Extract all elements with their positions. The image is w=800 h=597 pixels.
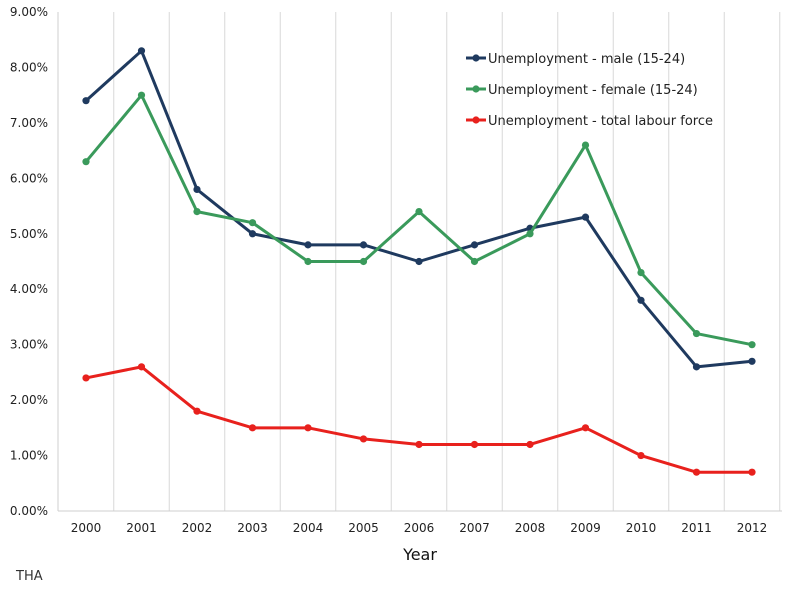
series-2 <box>82 91 756 349</box>
data-point <box>82 158 90 166</box>
data-point <box>359 257 368 266</box>
data-point <box>470 241 479 249</box>
country-code: THA <box>15 569 43 584</box>
data-point <box>82 97 90 105</box>
y-tick-label: 5.00% <box>10 227 48 241</box>
data-point <box>581 213 590 221</box>
data-point <box>526 440 534 449</box>
data-point <box>415 208 423 216</box>
legend-label: Unemployment - total labour force <box>488 114 713 129</box>
y-tick-label: 6.00% <box>10 171 48 185</box>
x-tick-label: 2011 <box>681 521 712 535</box>
y-tick-label: 1.00% <box>10 449 48 463</box>
x-tick-labels: 2000 2001 2002 2003 2004 2005 2006 2007 2008 2009… <box>71 521 768 535</box>
x-tick-label: 2006 <box>404 521 435 535</box>
x-tick-label: 2005 <box>348 521 379 535</box>
data-point <box>581 141 590 149</box>
data-point <box>581 424 590 432</box>
data-point <box>82 374 90 382</box>
series-line <box>84 93 754 347</box>
x-tick-label: 2010 <box>626 521 657 535</box>
data-point <box>526 230 534 238</box>
y-tick-label: 4.00% <box>10 282 48 296</box>
x-tick-label: 2000 <box>71 521 102 535</box>
legend-marker <box>472 116 480 124</box>
legend-item: Unemployment - female (15-24) <box>466 83 698 98</box>
data-point <box>470 257 479 266</box>
y-tick-label: 8.00% <box>10 60 48 74</box>
y-tick-label: 7.00% <box>10 116 48 130</box>
data-point <box>637 268 645 277</box>
y-tick-label: 3.00% <box>10 338 48 352</box>
data-point <box>692 363 701 371</box>
legend-marker <box>472 54 480 62</box>
data-point <box>248 424 257 432</box>
data-point <box>304 257 312 266</box>
data-point <box>748 357 756 365</box>
data-point <box>359 435 368 443</box>
data-point <box>248 219 257 227</box>
x-tick-label: 2008 <box>515 521 546 535</box>
y-tick-label: 9.00% <box>10 5 48 19</box>
data-point <box>692 329 701 338</box>
data-point <box>415 440 423 449</box>
series-1 <box>82 47 756 371</box>
data-point <box>193 208 201 216</box>
data-point <box>470 440 479 449</box>
data-point <box>137 47 146 55</box>
legend-label: Unemployment - female (15-24) <box>488 83 698 98</box>
data-point <box>137 363 146 371</box>
legend-marker <box>472 85 480 93</box>
x-tick-label: 2003 <box>237 521 268 535</box>
data-point <box>748 341 756 349</box>
series-3 <box>82 363 756 476</box>
y-tick-labels: 0.00% 1.00% 2.00% 3.00% 4.00% 5.00% 6.00% 7.00%… <box>10 5 48 518</box>
series-layer <box>82 47 756 476</box>
data-point <box>248 230 257 238</box>
data-point <box>692 468 701 476</box>
data-point <box>415 257 423 266</box>
data-point <box>304 424 312 432</box>
x-axis-title: Year <box>402 545 437 564</box>
legend-item: Unemployment - male (15-24) <box>466 52 685 67</box>
y-tick-label: 0.00% <box>10 504 48 518</box>
x-tick-label: 2009 <box>570 521 601 535</box>
x-tick-label: 2012 <box>737 521 768 535</box>
series-line <box>84 365 754 474</box>
x-tick-label: 2004 <box>293 521 324 535</box>
data-point <box>748 468 756 476</box>
x-tick-label: 2007 <box>459 521 490 535</box>
data-point <box>359 241 368 249</box>
data-point <box>637 296 645 304</box>
y-tick-label: 2.00% <box>10 393 48 407</box>
legend-item: Unemployment - total labour force <box>466 114 713 129</box>
x-tick-label: 2002 <box>182 521 213 535</box>
data-point <box>193 407 201 415</box>
data-point <box>137 91 146 99</box>
legend: Unemployment - male (15-24) Unemployment … <box>466 52 713 129</box>
data-point <box>637 451 645 460</box>
data-point <box>304 241 312 249</box>
x-tick-label: 2001 <box>126 521 157 535</box>
data-point <box>193 185 201 194</box>
legend-label: Unemployment - male (15-24) <box>488 52 685 67</box>
